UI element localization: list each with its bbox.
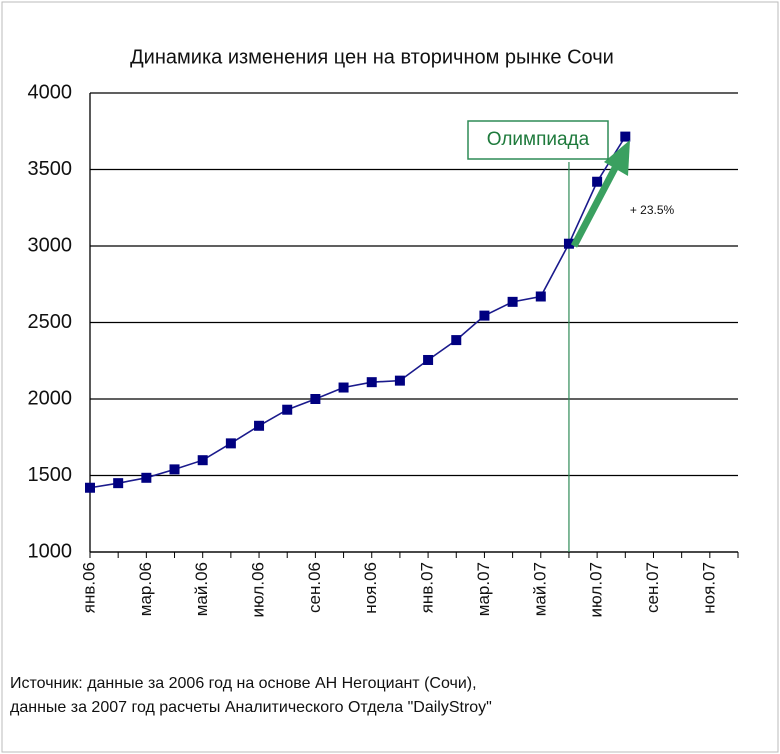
annotation: Олимпиада (487, 129, 590, 150)
x-tick-label: янв.07 (418, 562, 437, 613)
marker (394, 375, 405, 386)
x-tick-label: сен.07 (643, 562, 662, 613)
x-tick-label: июл.06 (249, 562, 268, 617)
x-tick-label: ноя.06 (361, 562, 380, 614)
marker (592, 176, 603, 187)
growth-arrow-head (604, 140, 630, 176)
y-tick-label: 4000 (28, 81, 73, 103)
x-tick-label: сен.06 (305, 562, 324, 613)
marker (620, 131, 631, 142)
annotation-box (467, 120, 609, 160)
x-tick-label: мар.06 (136, 562, 155, 616)
x-tick-label: май.07 (530, 562, 549, 616)
marker (197, 455, 208, 466)
y-tick-label: 3000 (28, 234, 73, 256)
marker (254, 420, 265, 431)
marker (225, 438, 236, 449)
y-tick-label: 1000 (28, 540, 73, 562)
x-tick-label: ноя.07 (699, 562, 718, 614)
marker (479, 310, 490, 321)
marker (451, 335, 462, 346)
marker (310, 394, 321, 404)
marker (535, 291, 546, 302)
marker (563, 238, 574, 249)
growth-arrow (570, 166, 619, 248)
marker (169, 464, 180, 475)
y-tick-label: 1500 (28, 464, 73, 486)
marker (507, 296, 518, 307)
marker (141, 472, 152, 483)
marker (366, 377, 377, 388)
y-tick-label: 2500 (28, 311, 73, 333)
marker (113, 478, 124, 489)
chart-title: Динамика изменения цен на вторичном рынк… (130, 46, 614, 68)
y-tick-label: 3500 (28, 158, 73, 180)
marker (85, 482, 95, 493)
x-tick-label: май.06 (192, 562, 211, 616)
marker (282, 404, 293, 415)
marker (423, 354, 434, 365)
annotation: + 23.5% (630, 203, 675, 217)
source-note: Источник: данные за 2006 год на основе А… (10, 675, 477, 692)
y-tick-label: 2000 (28, 387, 73, 409)
x-tick-label: июл.07 (587, 562, 606, 617)
x-tick-label: мар.07 (474, 562, 493, 616)
source-note: данные за 2007 год расчеты Аналитическог… (10, 699, 492, 716)
x-tick-label: янв.06 (79, 562, 98, 613)
marker (338, 382, 349, 393)
